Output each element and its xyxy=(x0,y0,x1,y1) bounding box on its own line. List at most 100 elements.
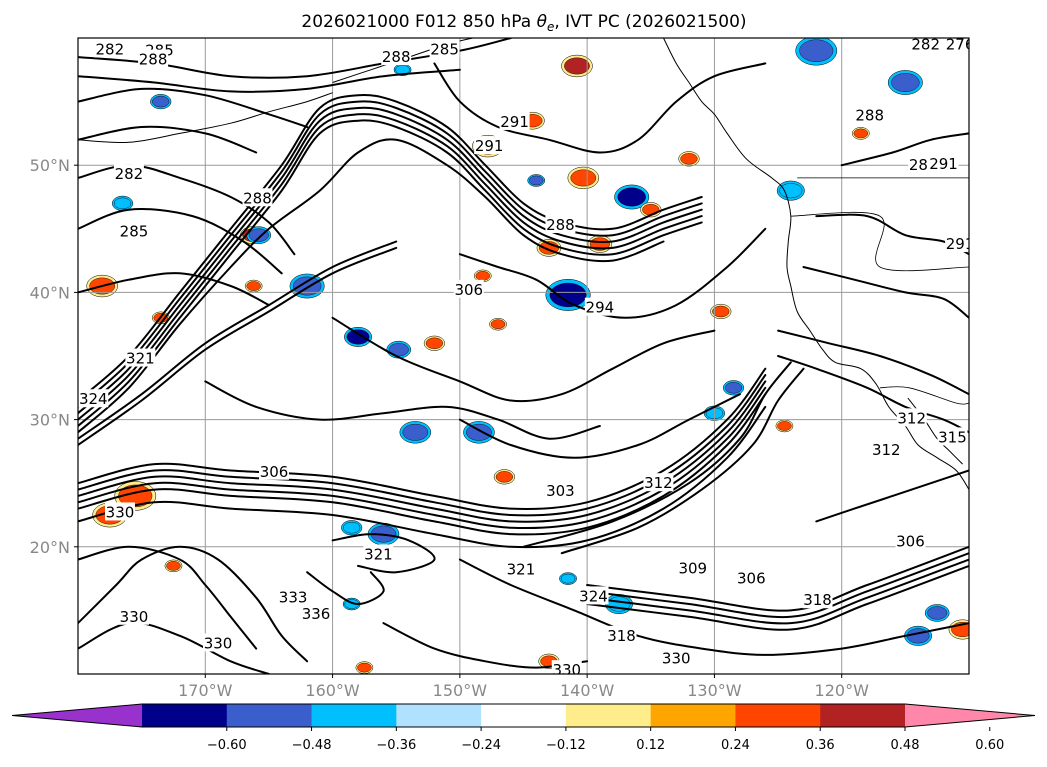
ivt-blob-2 xyxy=(564,57,590,75)
contour-label-24: 333 xyxy=(279,589,308,607)
contour-label-4: 288 xyxy=(382,48,411,66)
lon-tick-label-3: 140°W xyxy=(560,681,615,700)
contour-label-bg-20 xyxy=(505,559,536,578)
contour-label-10: 288 xyxy=(546,216,575,234)
contour-label-bg-37 xyxy=(854,105,885,124)
contour-31 xyxy=(331,316,716,403)
colorbar-extend-high xyxy=(905,704,1035,727)
ivt-blob-41 xyxy=(357,662,372,673)
colorbar-segment-6 xyxy=(650,704,737,727)
contour-15 xyxy=(560,367,805,555)
contour-1 xyxy=(78,100,703,408)
contour-label-bg-39 xyxy=(945,234,969,253)
colorbar-segment-8 xyxy=(820,704,906,727)
contour-label-29: 318 xyxy=(607,627,636,645)
colorbar-label-9: 0.60 xyxy=(975,738,1004,753)
ivt-blob-13 xyxy=(248,228,269,242)
contour-label-15: 306 xyxy=(260,463,289,481)
ivt-blob-3 xyxy=(570,169,597,187)
colorbar-label-6: 0.24 xyxy=(721,738,750,753)
contour-label-8: 291 xyxy=(475,137,504,155)
contour-32 xyxy=(204,380,601,440)
contour-label-bg-34 xyxy=(937,427,968,446)
contour-29 xyxy=(433,62,767,154)
contour-16 xyxy=(586,545,969,612)
colorbar-segment-5 xyxy=(565,704,652,727)
contour-42 xyxy=(840,132,969,167)
contour-7 xyxy=(78,246,398,446)
contour-label-bg-23 xyxy=(895,531,926,550)
contour-label-11: 306 xyxy=(454,281,483,299)
colorbar-label-1: −0.48 xyxy=(292,738,332,753)
border-2 xyxy=(790,211,969,272)
contour-33 xyxy=(458,393,741,459)
contour-17 xyxy=(586,552,969,619)
contour-label-bg-29 xyxy=(606,625,637,644)
contour-18 xyxy=(586,558,969,625)
contour-label-26: 324 xyxy=(579,587,608,605)
colorbar-segment-7 xyxy=(735,704,821,727)
contour-label-9: 291 xyxy=(500,113,529,131)
contour-label-22: 306 xyxy=(737,570,766,588)
contour-label-bg-3 xyxy=(429,39,460,58)
ivt-blob-33 xyxy=(777,421,792,431)
contour-label-35: 318 xyxy=(803,591,832,609)
contour-label-17: 312 xyxy=(644,474,673,492)
contour-label-25: 336 xyxy=(302,605,331,623)
contour-label-41: 282 xyxy=(911,35,940,53)
ivt-blob-19 xyxy=(490,319,506,330)
ivt-blob-44 xyxy=(891,73,920,92)
lat-tick-label-0: 50°N xyxy=(30,156,70,175)
lat-tick-label-1: 40°N xyxy=(30,283,70,302)
colorbar-label-7: 0.36 xyxy=(806,738,835,753)
contour-label-bg-27 xyxy=(119,606,150,625)
contour-label-bg-9 xyxy=(499,111,530,130)
contour-label-bg-24 xyxy=(278,587,309,606)
contour-label-bg-18 xyxy=(105,502,136,521)
lat-tick-label-3: 20°N xyxy=(30,538,70,557)
contour-label-19: 321 xyxy=(364,545,393,563)
contour-label-16: 303 xyxy=(546,482,575,500)
contour-label-bg-40 xyxy=(945,38,969,53)
contour-13 xyxy=(78,405,767,549)
ivt-blob-26 xyxy=(343,522,361,534)
contour-label-bg-26 xyxy=(578,586,609,605)
contour-label-bg-0 xyxy=(94,39,125,58)
contour-label-21: 309 xyxy=(678,559,707,577)
colorbar-outline xyxy=(11,703,1036,728)
contour-label-bg-11 xyxy=(453,279,484,298)
contour-21 xyxy=(78,621,270,674)
colorbar-segment-4 xyxy=(481,704,567,727)
lon-tick-label-0: 170°W xyxy=(178,681,233,700)
contour-label-bg-8 xyxy=(474,136,505,155)
ivt-blob-28 xyxy=(680,153,698,165)
ivt-blob-45 xyxy=(799,39,834,62)
contour-label-2: 288 xyxy=(139,51,168,69)
contour-4 xyxy=(78,119,703,427)
colorbar-label-4: −0.12 xyxy=(546,738,586,753)
ivt-blob-27 xyxy=(642,204,660,216)
contour-35 xyxy=(777,329,969,396)
ivt-blob-11 xyxy=(246,281,261,291)
contour-40 xyxy=(306,571,385,605)
contour-label-33: 312 xyxy=(872,441,901,459)
colorbar-label-8: 0.48 xyxy=(891,738,920,753)
ivt-blob-31 xyxy=(724,382,743,394)
ivt-blob-46 xyxy=(853,128,869,139)
contour-labels: 2822852882852882822852882912912883062943… xyxy=(78,35,975,679)
contour-label-bg-13 xyxy=(125,348,156,367)
lon-tick-label-1: 160°W xyxy=(305,681,360,700)
contour-12 xyxy=(78,393,767,536)
colorbar-segment-0 xyxy=(142,704,228,727)
contour-label-40: 276 xyxy=(946,35,975,53)
map-frame xyxy=(77,37,970,675)
contour-label-31: 330 xyxy=(552,661,581,679)
contour-label-3: 285 xyxy=(430,40,459,58)
colorbar-label-3: −0.24 xyxy=(461,738,501,753)
contour-10 xyxy=(78,380,767,523)
contour-label-bg-38 xyxy=(928,153,959,172)
contour-label-bg-22 xyxy=(736,568,767,587)
contour-label-bg-12 xyxy=(584,297,615,316)
colorbar-segment-3 xyxy=(396,704,482,727)
